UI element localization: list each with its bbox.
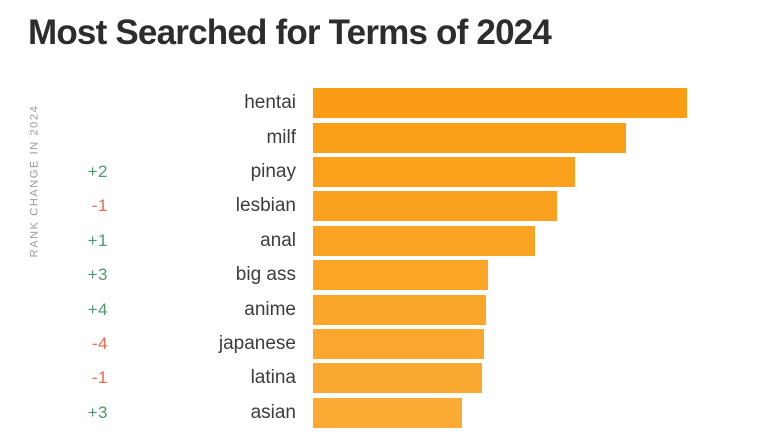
chart-row: milf [28,120,687,154]
bar [313,328,484,359]
chart-row: +4 anime [28,292,687,326]
bar [313,294,487,325]
bar-track [313,294,687,325]
rank-change-value: +3 [87,265,108,285]
term-label: japanese [218,332,296,354]
chart-row: -4 japanese [28,327,687,361]
term-label: latina [250,367,296,389]
bar [313,88,687,119]
bar-track [313,260,687,291]
term-label: lesbian [235,195,296,217]
bar-track [313,225,687,256]
bar [313,191,557,222]
bar-track [313,122,687,153]
bar [313,260,489,291]
bar-track [313,156,687,187]
term-label: milf [266,126,296,148]
bar-track [313,328,687,359]
chart-row: +3 asian [28,396,687,430]
bar [313,122,627,153]
rank-change-value: +1 [87,230,108,250]
rank-change-value: -1 [91,368,108,388]
rank-change-value: +3 [87,402,108,422]
bar-track [313,88,687,119]
bar [313,397,462,428]
bar-track [313,363,687,394]
bar [313,363,483,394]
rank-change-value: +4 [87,299,108,319]
page-title: Most Searched for Terms of 2024 [28,13,552,52]
term-label: big ass [235,264,296,286]
rank-change-value: -4 [91,333,108,353]
chart-row: -1 lesbian [28,189,687,223]
rank-change-value: -1 [91,196,108,216]
term-label: anime [244,298,296,320]
rank-change-value: +2 [87,161,108,181]
chart-row: +1 anal [28,224,687,258]
chart-row: +3 big ass [28,258,687,292]
term-label: pinay [250,160,296,182]
term-label: hentai [244,92,296,114]
term-label: asian [250,401,296,423]
chart-row: -1 latina [28,361,687,395]
chart-row: hentai [28,86,687,120]
bar-track [313,397,687,428]
term-label: anal [260,229,296,251]
bar-track [313,191,687,222]
chart-row: +2 pinay [28,155,687,189]
bar-chart: hentai milf +2 pinay -1 lesbian +1 anal … [28,86,687,430]
bar [313,225,536,256]
bar [313,156,576,187]
